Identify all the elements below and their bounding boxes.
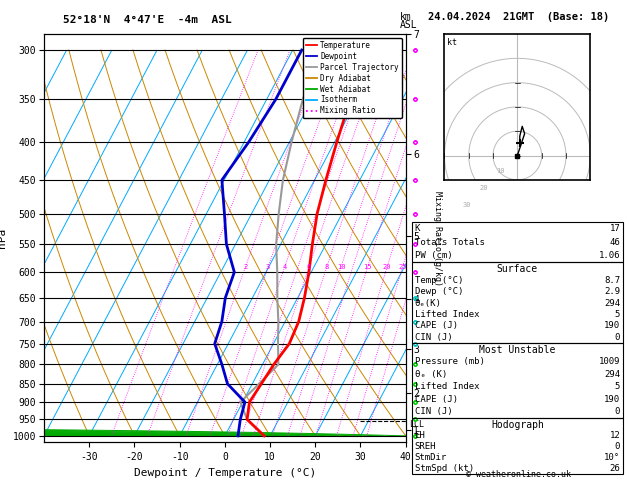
Text: 190: 190 (604, 395, 620, 404)
Text: 190: 190 (604, 321, 620, 330)
Text: 294: 294 (604, 298, 620, 308)
Text: 10: 10 (496, 168, 504, 174)
Text: Temp (°C): Temp (°C) (415, 276, 463, 285)
Y-axis label: Mixing Ratio (g/kg): Mixing Ratio (g/kg) (433, 191, 442, 286)
Text: θₑ (K): θₑ (K) (415, 370, 447, 379)
Text: © weatheronline.co.uk: © weatheronline.co.uk (467, 469, 571, 479)
Text: Totals Totals: Totals Totals (415, 238, 484, 246)
Text: Lifted Index: Lifted Index (415, 382, 479, 391)
Text: Hodograph: Hodograph (491, 419, 544, 430)
Text: 52°18'N  4°47'E  -4m  ASL: 52°18'N 4°47'E -4m ASL (63, 15, 231, 25)
Text: 25: 25 (398, 264, 407, 270)
Text: 294: 294 (604, 370, 620, 379)
Text: EH: EH (415, 431, 425, 440)
X-axis label: Dewpoint / Temperature (°C): Dewpoint / Temperature (°C) (134, 468, 316, 478)
Text: km: km (399, 12, 411, 22)
Text: 2: 2 (243, 264, 248, 270)
Text: 3: 3 (266, 264, 270, 270)
Text: 5: 5 (615, 310, 620, 319)
Text: 0: 0 (615, 333, 620, 342)
Text: 0: 0 (615, 407, 620, 417)
Text: 10°: 10° (604, 453, 620, 462)
Text: 26: 26 (610, 464, 620, 473)
Text: CIN (J): CIN (J) (415, 333, 452, 342)
Text: 0: 0 (615, 442, 620, 451)
Text: StmDir: StmDir (415, 453, 447, 462)
Text: kt: kt (447, 38, 457, 48)
Text: 20: 20 (479, 185, 487, 191)
Text: ASL: ASL (399, 20, 417, 31)
Text: PW (cm): PW (cm) (415, 251, 452, 260)
Text: Pressure (mb): Pressure (mb) (415, 357, 484, 366)
Text: Dewp (°C): Dewp (°C) (415, 287, 463, 296)
Text: 30: 30 (462, 202, 470, 208)
Legend: Temperature, Dewpoint, Parcel Trajectory, Dry Adiabat, Wet Adiabat, Isotherm, Mi: Temperature, Dewpoint, Parcel Trajectory… (303, 38, 402, 119)
Text: CIN (J): CIN (J) (415, 407, 452, 417)
Text: Lifted Index: Lifted Index (415, 310, 479, 319)
Text: 1009: 1009 (599, 357, 620, 366)
Y-axis label: hPa: hPa (0, 228, 8, 248)
Text: K: K (415, 224, 420, 233)
Text: CAPE (J): CAPE (J) (415, 321, 457, 330)
Text: CAPE (J): CAPE (J) (415, 395, 457, 404)
Text: 1.06: 1.06 (599, 251, 620, 260)
Text: 2.9: 2.9 (604, 287, 620, 296)
Text: 20: 20 (383, 264, 391, 270)
Text: 8: 8 (325, 264, 329, 270)
Text: 15: 15 (364, 264, 372, 270)
Text: LCL: LCL (409, 420, 425, 430)
Text: 12: 12 (610, 431, 620, 440)
Text: 6: 6 (307, 264, 311, 270)
Text: 8.7: 8.7 (604, 276, 620, 285)
Text: 24.04.2024  21GMT  (Base: 18): 24.04.2024 21GMT (Base: 18) (428, 12, 610, 22)
Text: 46: 46 (610, 238, 620, 246)
Text: 4: 4 (282, 264, 287, 270)
Text: Surface: Surface (497, 264, 538, 274)
Text: SREH: SREH (415, 442, 436, 451)
Text: StmSpd (kt): StmSpd (kt) (415, 464, 474, 473)
Text: θₑ(K): θₑ(K) (415, 298, 442, 308)
Text: 5: 5 (615, 382, 620, 391)
Text: 10: 10 (337, 264, 345, 270)
Text: Most Unstable: Most Unstable (479, 345, 555, 354)
Text: 17: 17 (610, 224, 620, 233)
